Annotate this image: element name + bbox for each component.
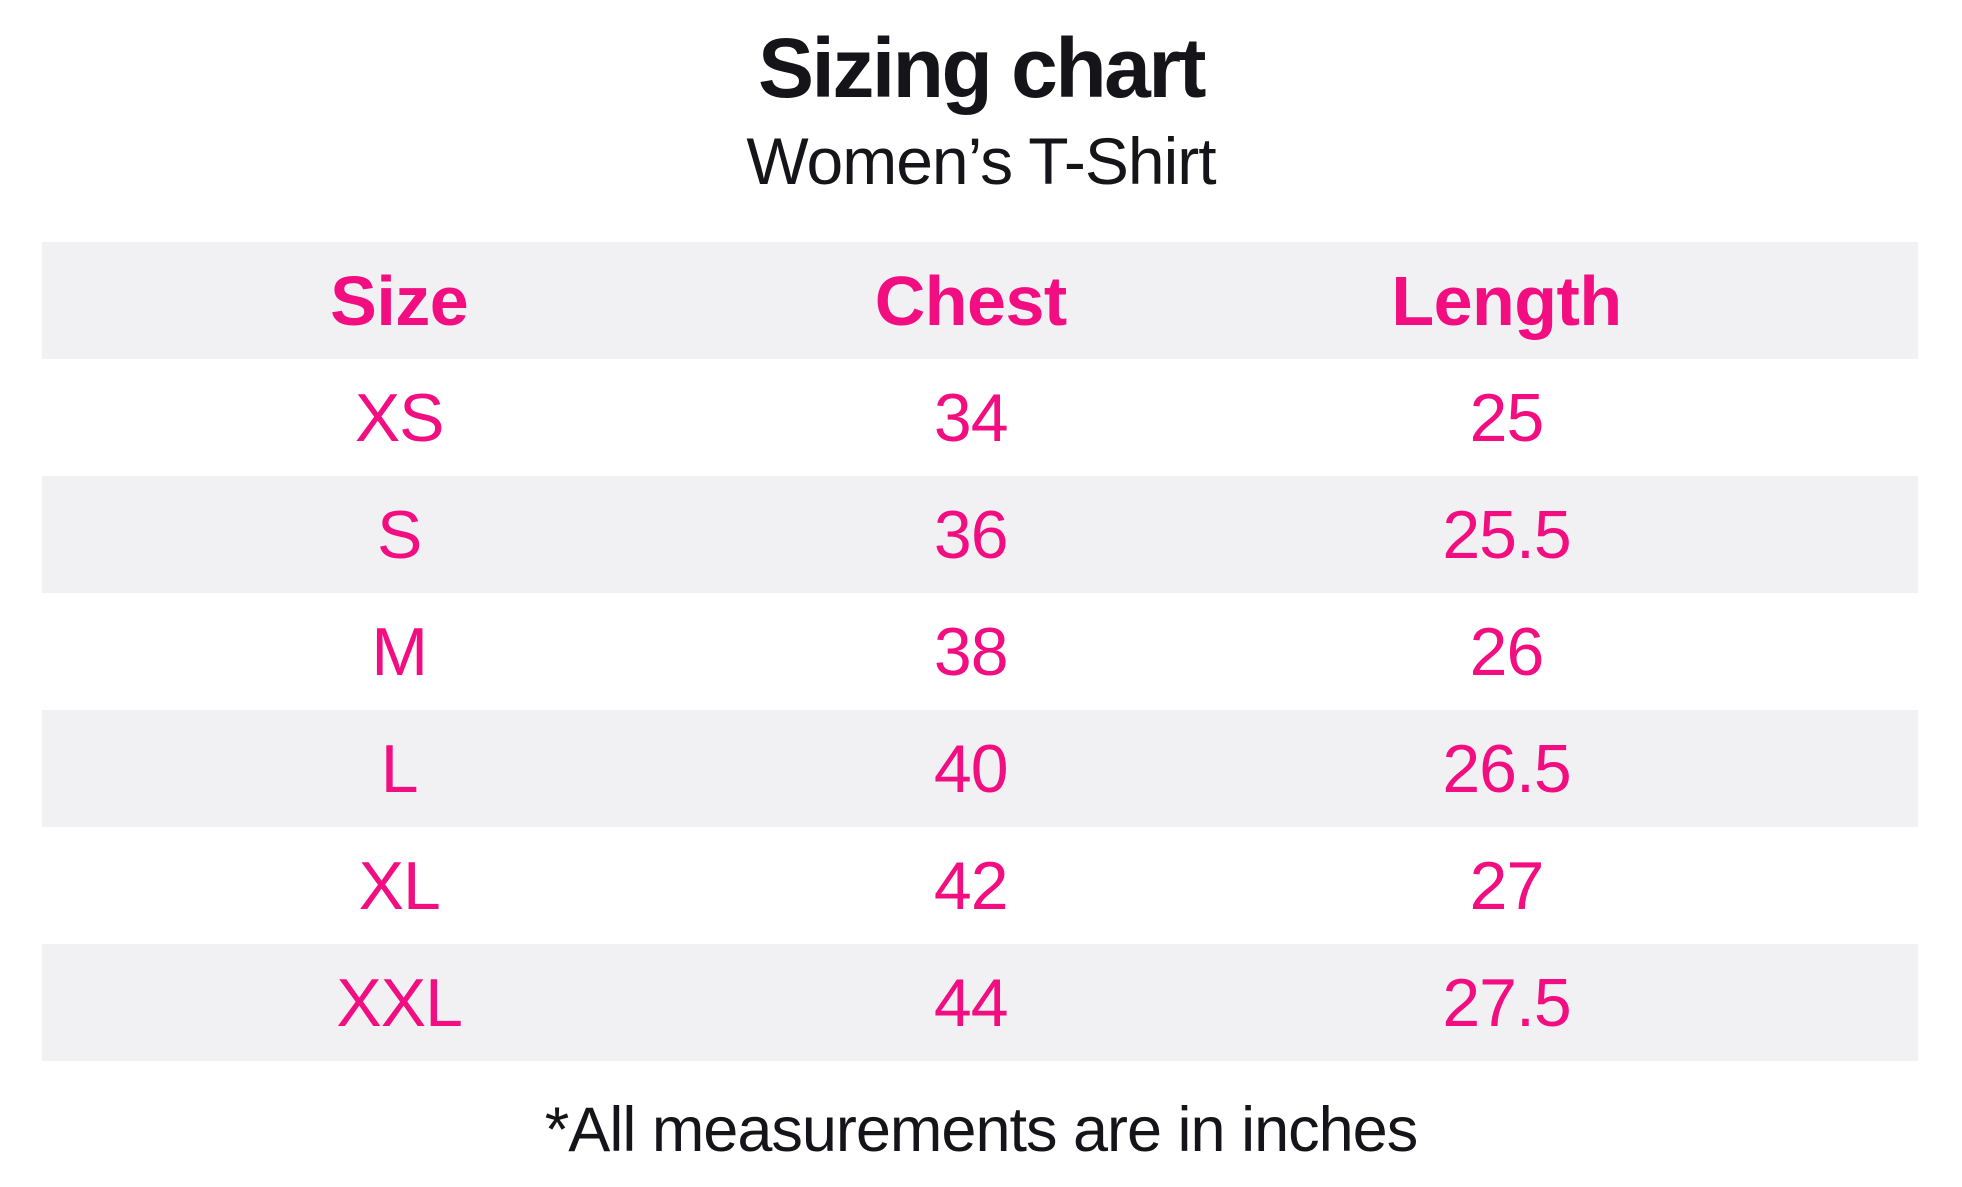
size-value: L xyxy=(380,730,419,807)
page-title: Sizing chart xyxy=(757,21,1207,115)
size-value: S xyxy=(377,496,422,573)
column-header-chest: Chest xyxy=(874,261,1067,340)
length-value: 27.5 xyxy=(1442,964,1571,1041)
table-header-row: Size Chest Length xyxy=(42,242,1918,359)
table-row-s: S 36 25.5 xyxy=(42,476,1918,593)
table-row-m: M 38 26 xyxy=(42,593,1918,710)
length-value: 26.5 xyxy=(1442,730,1571,807)
column-header-length: Length xyxy=(1391,261,1622,340)
size-value: XS xyxy=(354,379,445,456)
table-row-xl: XL 42 27 xyxy=(42,827,1918,944)
chest-value: 36 xyxy=(933,496,1009,573)
length-value: 27 xyxy=(1469,847,1545,924)
table-row-xxl: XXL 44 27.5 xyxy=(42,944,1918,1061)
length-value: 25 xyxy=(1469,379,1545,456)
chest-value: 38 xyxy=(933,613,1009,690)
measurements-footnote: *All measurements are in inches xyxy=(544,1095,1418,1165)
chest-value: 42 xyxy=(933,847,1009,924)
chest-value: 34 xyxy=(933,379,1009,456)
table-row-l: L 40 26.5 xyxy=(42,710,1918,827)
page-subtitle: Women’s T-Shirt xyxy=(746,124,1216,198)
chest-value: 44 xyxy=(933,964,1009,1041)
length-value: 26 xyxy=(1469,613,1545,690)
column-header-size: Size xyxy=(330,261,469,340)
chest-value: 40 xyxy=(933,730,1009,807)
length-value: 25.5 xyxy=(1442,496,1571,573)
size-table: Size Chest Length XS 34 25 S 36 25.5 M 3… xyxy=(42,242,1918,1061)
size-value: XXL xyxy=(336,964,463,1041)
size-value: M xyxy=(371,613,428,690)
table-row-xs: XS 34 25 xyxy=(42,359,1918,476)
size-value: XL xyxy=(358,847,441,924)
